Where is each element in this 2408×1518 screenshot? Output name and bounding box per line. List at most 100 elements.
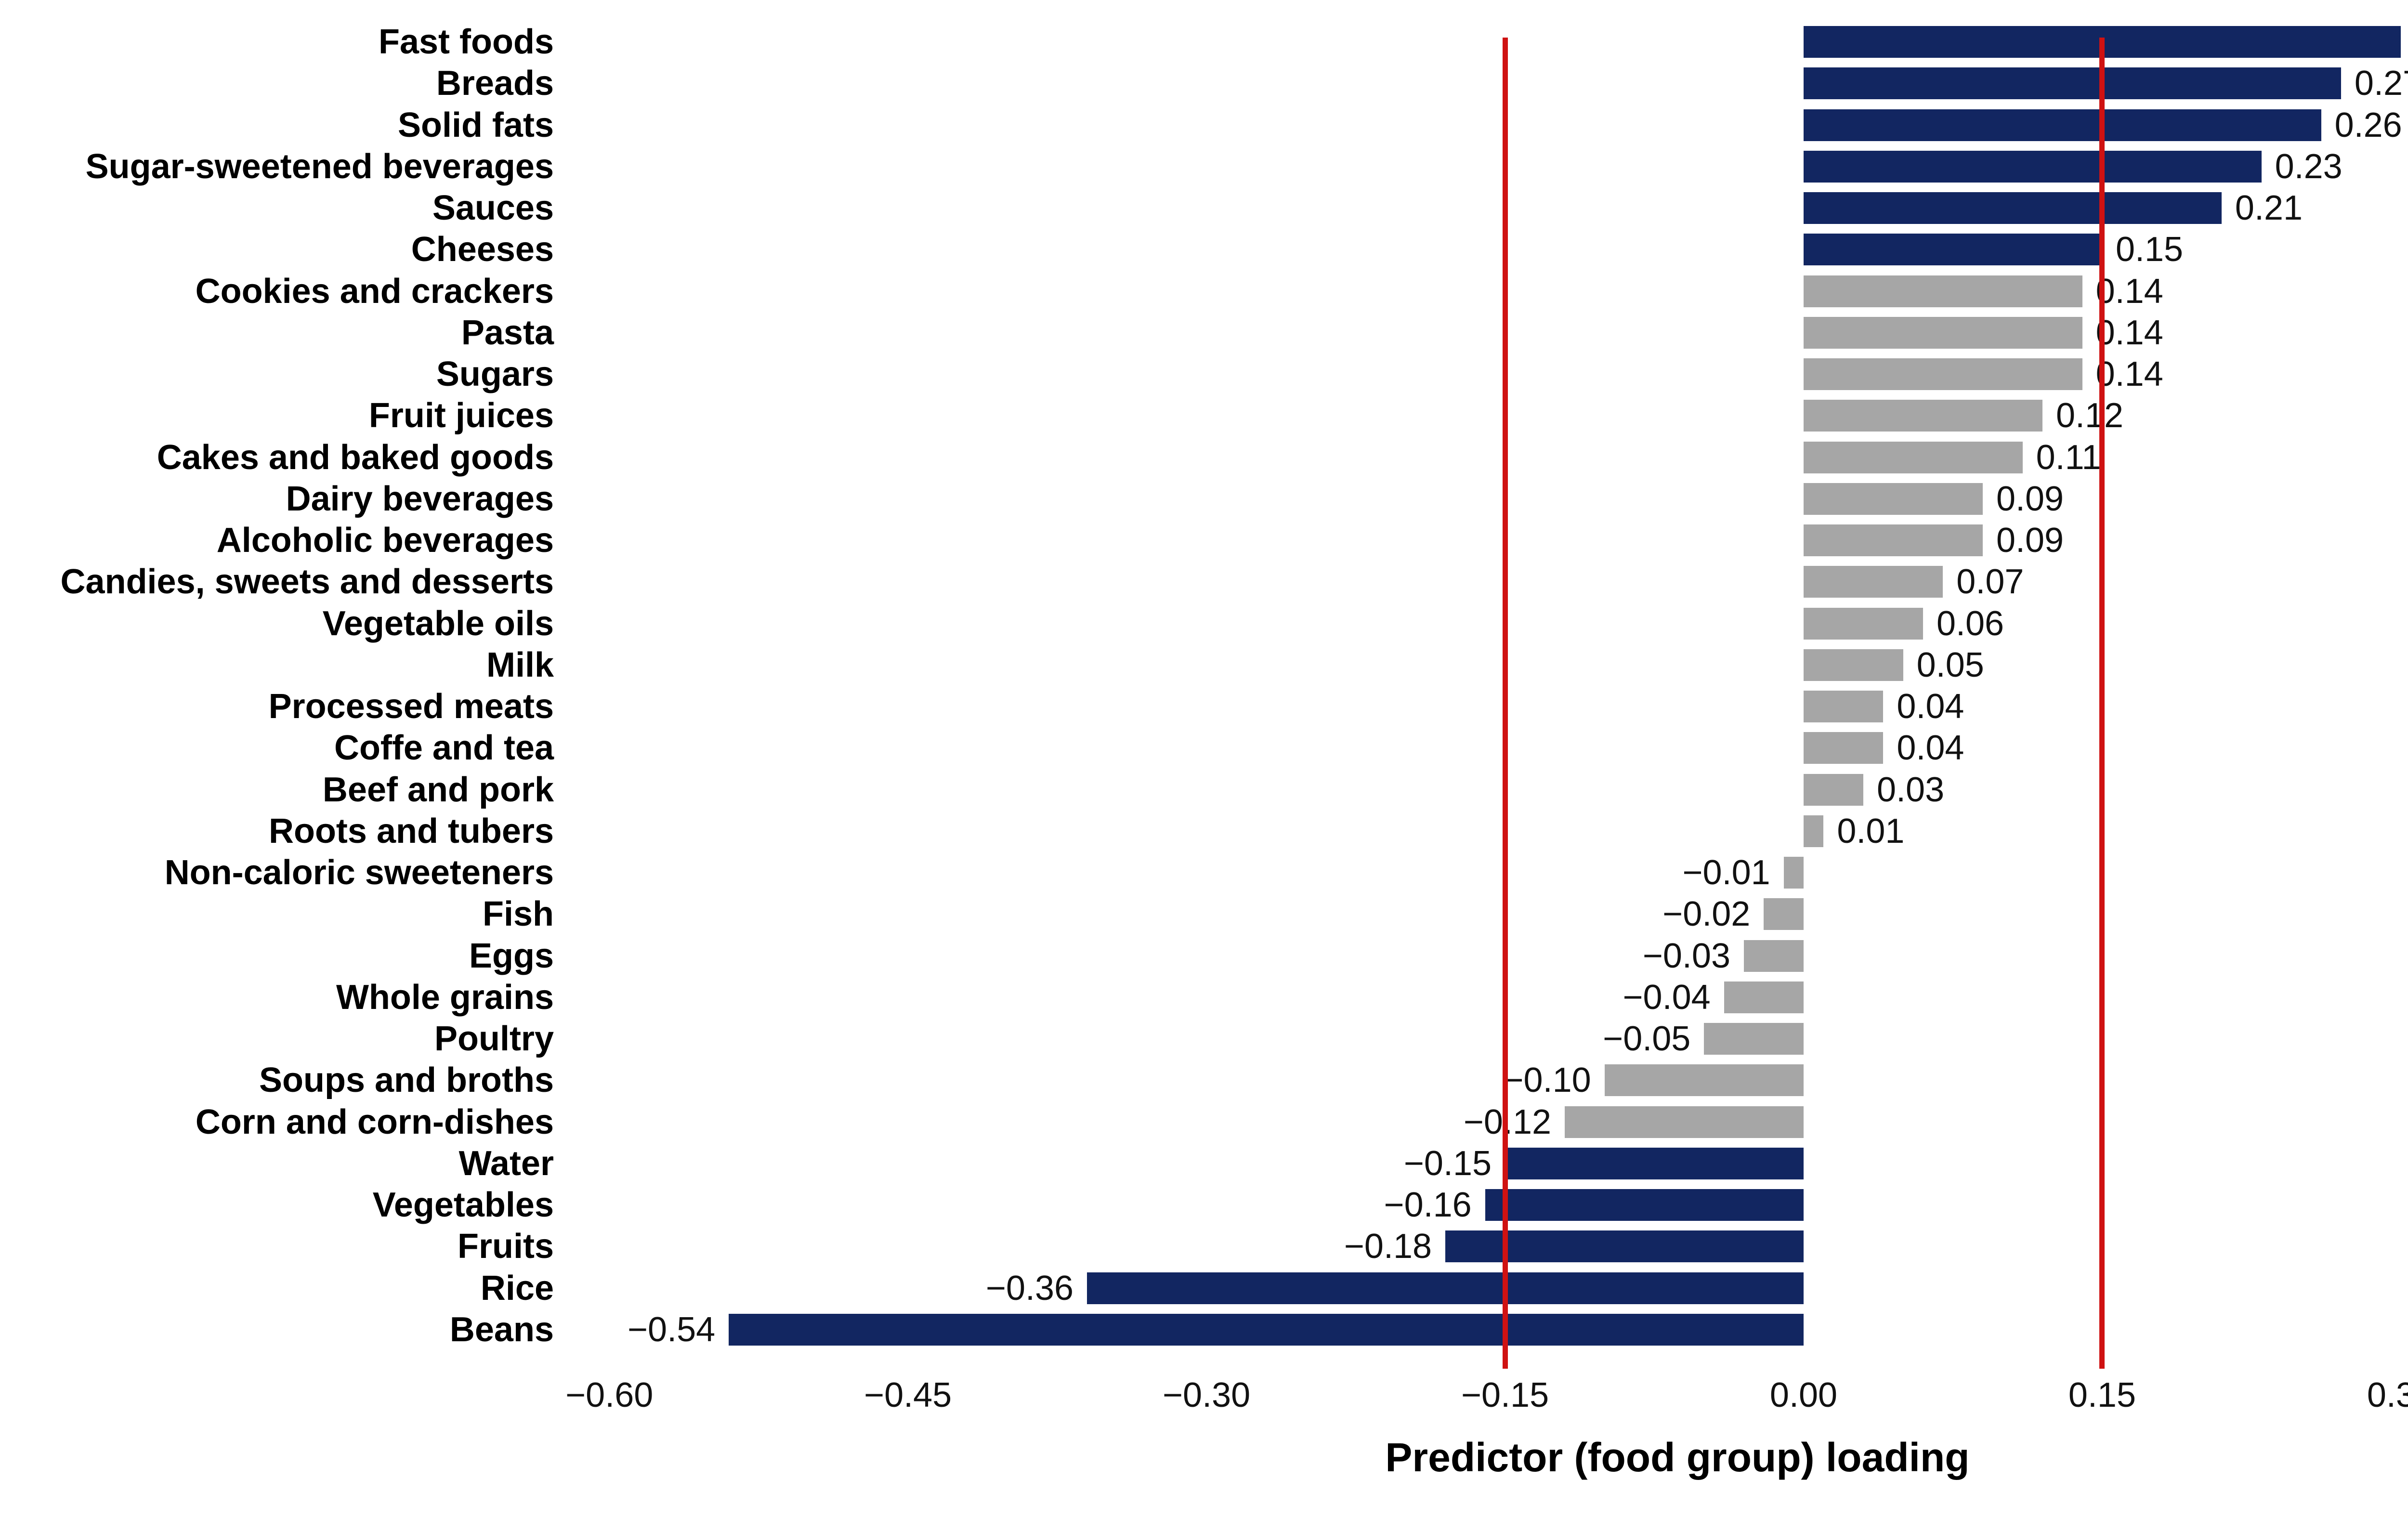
category-label-rice: Rice (480, 1269, 554, 1308)
bar-whole-grains (1724, 981, 1804, 1013)
category-label-alcoholic-beverages: Alcoholic beverages (216, 521, 554, 560)
value-label-whole-grains: −0.04 (1623, 978, 1711, 1017)
value-label-eggs: −0.03 (1642, 936, 1730, 975)
value-label-roots-and-tubers: 0.01 (1837, 811, 1905, 851)
value-label-dairy-beverages: 0.09 (1996, 479, 2064, 518)
category-label-fast-foods: Fast foods (378, 23, 554, 61)
category-label-processed-meats: Processed meats (268, 687, 554, 726)
category-label-milk: Milk (486, 645, 554, 684)
bar-processed-meats (1804, 691, 1884, 722)
category-label-candies-sweets-and-desserts: Candies, sweets and desserts (60, 563, 554, 602)
category-label-vegetables: Vegetables (372, 1186, 554, 1224)
reference-line-minus-0.15 (1502, 38, 1508, 1369)
value-label-fruit-juices: 0.12 (2055, 396, 2124, 435)
value-label-non-caloric-sweeteners: −0.01 (1682, 853, 1770, 892)
category-label-pasta: Pasta (461, 313, 554, 352)
category-label-sauces: Sauces (432, 189, 554, 227)
value-label-pasta: 0.14 (2095, 313, 2163, 352)
value-label-fruits: −0.18 (1344, 1227, 1432, 1266)
value-label-sauces: 0.21 (2235, 189, 2303, 227)
reference-line-plus-0.15 (2099, 38, 2105, 1369)
bar-fish (1764, 898, 1804, 930)
category-label-sugars: Sugars (436, 355, 554, 393)
x-axis-tick-label: 0.30 (2367, 1376, 2408, 1414)
value-label-vegetable-oils: 0.06 (1936, 604, 2004, 643)
x-axis-tick-label: −0.60 (565, 1376, 654, 1414)
bar-roots-and-tubers (1804, 815, 1824, 847)
value-label-processed-meats: 0.04 (1897, 687, 1964, 726)
category-label-water: Water (458, 1144, 554, 1183)
bar-fruits (1445, 1230, 1804, 1263)
value-label-beans: −0.54 (627, 1310, 716, 1349)
value-label-solid-fats: 0.26 (2334, 105, 2402, 144)
category-label-non-caloric-sweeteners: Non-caloric sweeteners (164, 853, 554, 892)
bar-beans (729, 1313, 1804, 1346)
bar-vegetables (1485, 1189, 1804, 1221)
bar-rice (1087, 1272, 1804, 1304)
bar-beef-and-pork (1804, 773, 1863, 806)
category-label-vegetable-oils: Vegetable oils (322, 604, 554, 643)
bar-eggs (1744, 940, 1804, 972)
bar-poultry (1704, 1023, 1804, 1055)
bar-coffe-and-tea (1804, 732, 1884, 764)
value-label-sugar-sweetened-beverages: 0.23 (2275, 147, 2343, 186)
bar-breads (1804, 67, 2341, 100)
category-label-dairy-beverages: Dairy beverages (286, 479, 554, 518)
value-label-vegetables: −0.16 (1384, 1186, 1472, 1224)
bar-alcoholic-beverages (1804, 524, 1983, 556)
category-label-fruit-juices: Fruit juices (368, 396, 554, 435)
category-label-beef-and-pork: Beef and pork (322, 770, 554, 809)
value-label-breads: 0.27 (2354, 64, 2408, 103)
category-label-sugar-sweetened-beverages: Sugar-sweetened beverages (85, 147, 554, 186)
value-label-cakes-and-baked-goods: 0.11 (2036, 438, 2101, 477)
category-label-beans: Beans (449, 1310, 554, 1349)
value-label-candies-sweets-and-desserts: 0.07 (1956, 563, 2024, 602)
value-label-cookies-and-crackers: 0.14 (2095, 272, 2163, 311)
bar-sugars (1804, 358, 2082, 390)
x-axis-tick-label: −0.15 (1461, 1376, 1549, 1414)
category-label-soups-and-broths: Soups and broths (259, 1061, 554, 1100)
value-label-water: −0.15 (1403, 1144, 1492, 1183)
category-label-fish: Fish (482, 895, 554, 934)
x-axis-tick-label: −0.30 (1163, 1376, 1251, 1414)
value-label-soups-and-broths: −0.10 (1503, 1061, 1591, 1100)
bar-sugar-sweetened-beverages (1804, 150, 2262, 183)
bar-corn-and-corn-dishes (1565, 1106, 1804, 1138)
value-label-alcoholic-beverages: 0.09 (1996, 521, 2064, 560)
bar-soups-and-broths (1604, 1064, 1804, 1097)
category-label-corn-and-corn-dishes: Corn and corn-dishes (195, 1102, 554, 1141)
x-axis-tick-label: 0.15 (2068, 1376, 2136, 1414)
category-label-poultry: Poultry (434, 1020, 554, 1058)
category-label-coffe-and-tea: Coffe and tea (334, 729, 554, 768)
bar-cheeses (1804, 234, 2102, 266)
x-axis-title: Predictor (food group) loading (1385, 1435, 1970, 1480)
category-label-solid-fats: Solid fats (397, 105, 554, 144)
value-label-poultry: −0.05 (1603, 1020, 1691, 1058)
bar-water (1505, 1147, 1804, 1179)
bar-cookies-and-crackers (1804, 275, 2082, 307)
bar-vegetable-oils (1804, 607, 1923, 640)
bar-cakes-and-baked-goods (1804, 441, 2023, 473)
x-axis-tick-label: 0.00 (1769, 1376, 1838, 1414)
bar-milk (1804, 649, 1903, 681)
value-label-fish: −0.02 (1662, 895, 1751, 934)
bar-candies-sweets-and-desserts (1804, 566, 1943, 598)
value-label-coffe-and-tea: 0.04 (1897, 729, 1964, 768)
bar-solid-fats (1804, 109, 2321, 141)
value-label-sugars: 0.14 (2095, 355, 2163, 393)
x-axis-tick-label: −0.45 (864, 1376, 952, 1414)
category-label-breads: Breads (436, 64, 554, 103)
value-label-milk: 0.05 (1916, 645, 1984, 684)
bar-non-caloric-sweeteners (1783, 857, 1804, 889)
bar-sauces (1804, 192, 2222, 224)
category-label-roots-and-tubers: Roots and tubers (268, 811, 554, 851)
category-label-cookies-and-crackers: Cookies and crackers (195, 272, 554, 311)
value-label-cheeses: 0.15 (2115, 230, 2184, 269)
value-label-beef-and-pork: 0.03 (1876, 770, 1945, 809)
category-label-cheeses: Cheeses (411, 230, 554, 269)
category-label-cakes-and-baked-goods: Cakes and baked goods (157, 438, 554, 477)
category-label-whole-grains: Whole grains (336, 978, 554, 1017)
bar-pasta (1804, 316, 2082, 349)
